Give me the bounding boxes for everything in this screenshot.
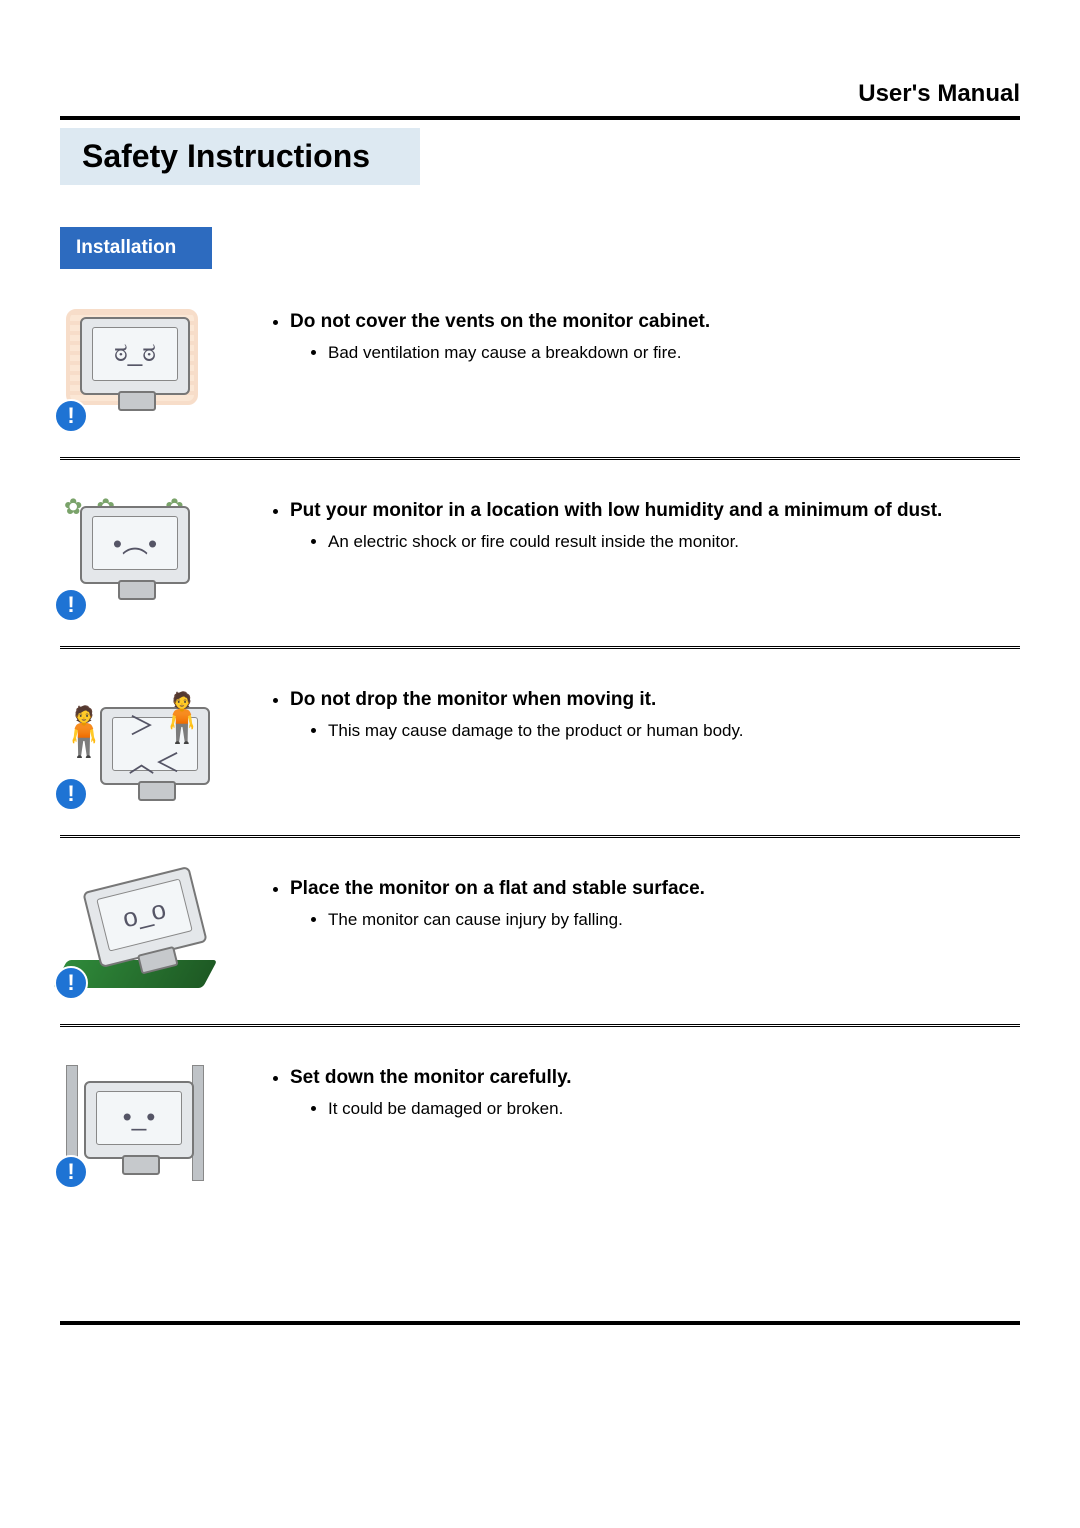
warning-icon: ! [54, 777, 88, 811]
section-tab-installation: Installation [60, 227, 212, 269]
safety-item: •_• ! Set down the monitor carefully. It… [60, 1053, 1020, 1211]
item-heading: Do not cover the vents on the monitor ca… [290, 309, 1020, 364]
item-heading: Do not drop the monitor when moving it. … [290, 687, 1020, 742]
item-detail: This may cause damage to the product or … [328, 719, 1020, 743]
illustration-unstable-surface: o_o ! [60, 874, 210, 994]
top-rule [60, 116, 1020, 120]
item-separator [60, 835, 1020, 838]
item-detail: Bad ventilation may cause a breakdown or… [328, 341, 1020, 365]
item-detail: The monitor can cause injury by falling. [328, 908, 1020, 932]
safety-item: 🧍 ＞︿＜ 🧍 ! Do not drop the monitor when m… [60, 675, 1020, 833]
item-heading: Place the monitor on a flat and stable s… [290, 876, 1020, 931]
warning-icon: ! [54, 399, 88, 433]
item-heading: Put your monitor in a location with low … [290, 498, 1020, 553]
item-detail: An electric shock or fire could result i… [328, 530, 1020, 554]
illustration-covered-vents: ಠ_ಠ ! [60, 307, 210, 427]
warning-icon: ! [54, 588, 88, 622]
illustration-set-down: •_• ! [60, 1063, 210, 1183]
item-separator [60, 646, 1020, 649]
safety-item: o_o ! Place the monitor on a flat and st… [60, 864, 1020, 1022]
safety-item: ಠ_ಠ ! Do not cover the vents on the moni… [60, 297, 1020, 455]
manual-title: User's Manual [60, 80, 1020, 108]
warning-icon: ! [54, 1155, 88, 1189]
page-title-bar: Safety Instructions [60, 128, 1020, 185]
bottom-rule [60, 1321, 1020, 1325]
item-detail: It could be damaged or broken. [328, 1097, 1020, 1121]
item-separator [60, 457, 1020, 460]
page-title: Safety Instructions [60, 128, 420, 185]
illustration-dust: ✿ ✿ ☁ ✿ •︵• ! [60, 496, 210, 616]
warning-icon: ! [54, 966, 88, 1000]
item-separator [60, 1024, 1020, 1027]
item-heading: Set down the monitor carefully. It could… [290, 1065, 1020, 1120]
illustration-carry: 🧍 ＞︿＜ 🧍 ! [60, 685, 210, 805]
safety-item: ✿ ✿ ☁ ✿ •︵• ! Put your monitor in a loca… [60, 486, 1020, 644]
